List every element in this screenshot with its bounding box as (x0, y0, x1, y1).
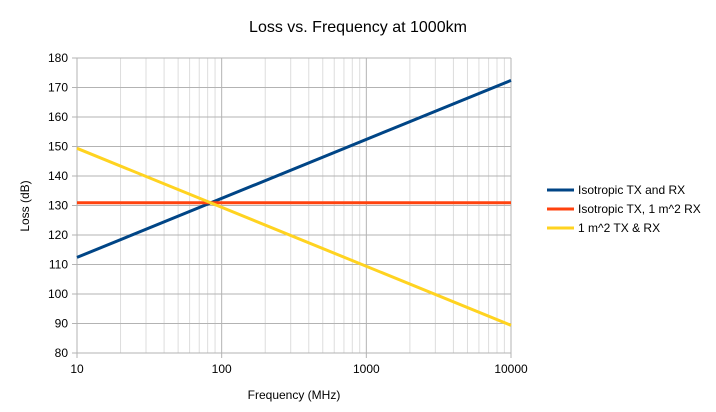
y-tick-label: 140 (48, 169, 68, 183)
y-tick-label: 130 (48, 199, 68, 213)
y-tick-label: 90 (55, 317, 69, 331)
y-tick-label: 120 (48, 228, 68, 242)
y-axis-label: Loss (dB) (18, 180, 32, 231)
legend-label-3: 1 m^2 TX & RX (578, 221, 660, 235)
series-line-1 (76, 79, 512, 259)
x-tick-label: 100 (212, 362, 232, 376)
chart-title: Loss vs. Frequency at 1000km (249, 19, 467, 36)
y-tick-label: 100 (48, 287, 68, 301)
legend-label-2: Isotropic TX, 1 m^2 RX (578, 202, 701, 216)
y-tick-label: 160 (48, 110, 68, 124)
y-tick-label: 180 (48, 51, 68, 65)
axes (72, 57, 512, 358)
x-tick-label: 10 (70, 362, 84, 376)
y-tick-labels: 80 90 100 110 120 130 140 150 160 170 180 (48, 51, 68, 360)
y-tick-label: 80 (55, 346, 69, 360)
major-gridlines (76, 57, 512, 354)
legend-label-1: Isotropic TX and RX (578, 183, 685, 197)
y-tick-label: 170 (48, 81, 68, 95)
x-axis-label: Frequency (MHz) (248, 388, 341, 402)
y-tick-label: 150 (48, 140, 68, 154)
x-tick-label: 10000 (494, 362, 528, 376)
series-lines (76, 79, 512, 327)
x-tick-label: 1000 (353, 362, 380, 376)
y-tick-label: 110 (49, 258, 68, 272)
x-tick-labels: 10 100 1000 10000 (70, 362, 528, 376)
series-line-3 (76, 146, 512, 327)
legend: Isotropic TX and RX Isotropic TX, 1 m^2 R… (547, 183, 701, 235)
